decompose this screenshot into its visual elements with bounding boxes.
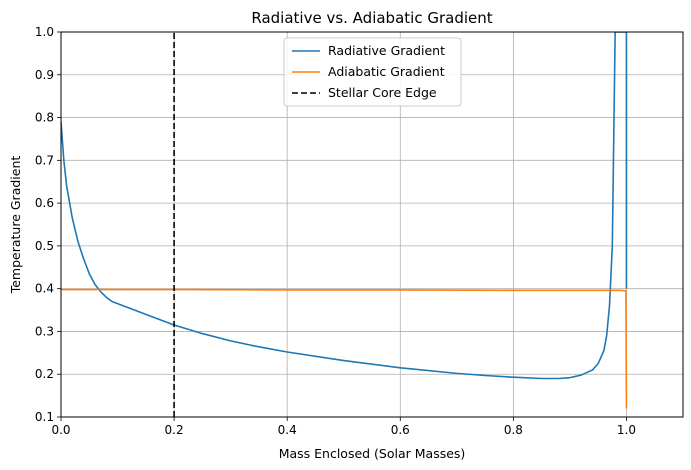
- y-tick-label: 0.1: [35, 410, 54, 424]
- legend-label: Radiative Gradient: [328, 43, 445, 58]
- chart-title: Radiative vs. Adiabatic Gradient: [251, 9, 492, 27]
- x-axis-label: Mass Enclosed (Solar Masses): [279, 446, 466, 461]
- y-tick-label: 0.6: [35, 196, 54, 210]
- y-tick-label: 0.4: [35, 282, 54, 296]
- legend: Radiative Gradient Adiabatic Gradient Stel…: [283, 37, 462, 107]
- y-tick-label: 0.8: [35, 111, 54, 125]
- x-tick-label: 0.2: [165, 423, 184, 437]
- x-tick-label: 0.8: [504, 423, 523, 437]
- y-tick-label: 0.7: [35, 153, 54, 167]
- legend-label: Adiabatic Gradient: [328, 64, 445, 79]
- legend-label: Stellar Core Edge: [328, 85, 437, 100]
- legend-box: [283, 37, 462, 107]
- y-ticks: 0.1 0.2 0.3 0.4 0.5 0.6 0.7 0.8 0.9 1.0: [35, 25, 61, 424]
- y-tick-label: 0.2: [35, 367, 54, 381]
- y-tick-label: 1.0: [35, 25, 54, 39]
- x-tick-label: 0.6: [391, 423, 410, 437]
- y-axis-label: Temperature Gradient: [8, 156, 23, 295]
- plot-frame: [60, 31, 684, 418]
- y-tick-label: 0.9: [35, 68, 54, 82]
- series-line-adiabatic-gradient: [61, 288, 628, 409]
- y-tick-label: 0.3: [35, 324, 54, 338]
- x-ticks: 0.0 0.2 0.4 0.6 0.8 1.0: [51, 417, 636, 437]
- x-tick-label: 0.0: [51, 423, 70, 437]
- series-line-radiative-gradient: [61, 32, 628, 380]
- x-tick-label: 0.4: [278, 423, 297, 437]
- x-tick-label: 1.0: [617, 423, 636, 437]
- series-group: [61, 32, 628, 417]
- y-tick-label: 0.5: [35, 239, 54, 253]
